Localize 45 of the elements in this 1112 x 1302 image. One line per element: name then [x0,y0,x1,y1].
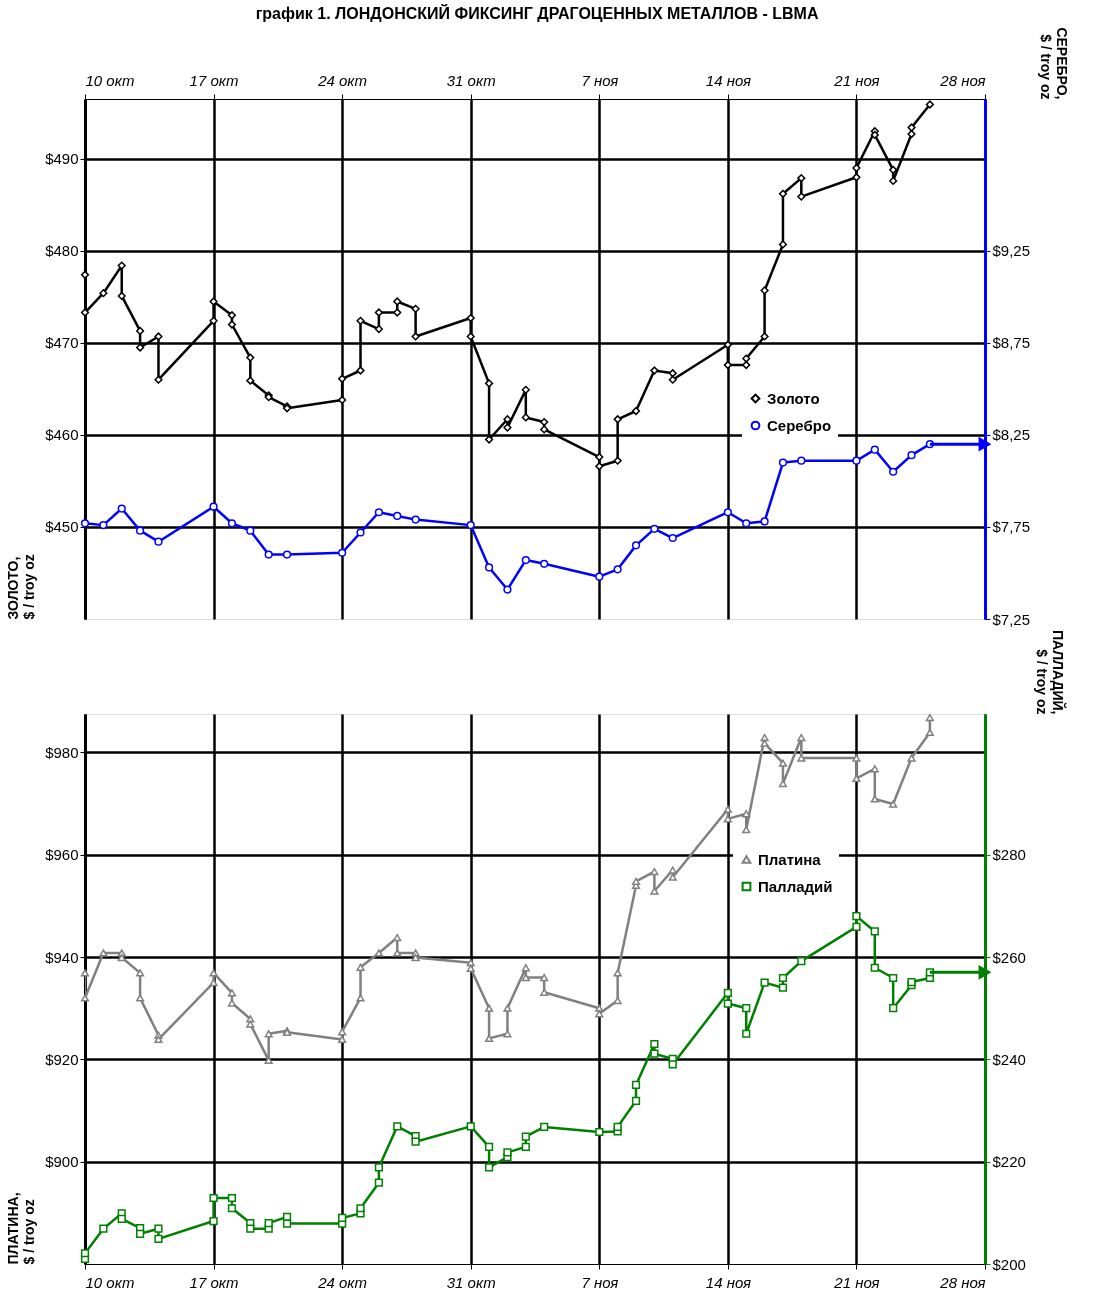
y-tick-label: $470 [45,334,79,352]
y2-axis-title: СЕРЕБРО, $ / troy oz [1038,27,1071,100]
x-tick-label: 7 ноя [581,71,619,89]
y2-tick-label: $280 [992,846,1026,864]
legend-label: Платина [758,850,822,868]
y2-axis-title: ПАЛЛАДИЙ, $ / troy oz [1033,629,1067,715]
y2-tick-label: $7,75 [992,518,1031,536]
y-tick-label: $980 [45,743,79,761]
x-tick-label: 17 окт [189,71,239,89]
y2-tick-label: $200 [992,1255,1026,1273]
x-tick-label: 21 ноя [833,1273,880,1291]
y2-tick-label: $260 [992,948,1026,966]
y-tick-label: $460 [45,426,79,444]
y-tick-label: $900 [45,1153,79,1171]
x-tick-label: 14 ноя [705,71,751,89]
legend-label: Палладий [758,877,833,895]
y2-tick-label: $8,25 [992,426,1031,444]
x-tick-label: 24 окт [317,71,368,89]
x-tick-label: 10 окт [85,1273,135,1291]
y-tick-label: $940 [45,948,79,966]
y-tick-label: $480 [45,242,79,260]
y2-tick-label: $9,25 [992,242,1031,260]
y2-tick-label: $8,75 [992,334,1031,352]
y-tick-label: $920 [45,1050,79,1068]
x-tick-label: 17 окт [189,1273,239,1291]
x-tick-label: 21 ноя [833,71,880,89]
x-tick-label: 24 окт [317,1273,368,1291]
y-axis-title: ПЛАТИНА, $ / troy oz [5,1192,38,1265]
y-tick-label: $490 [45,150,79,168]
x-tick-label: 28 ноя [939,1273,986,1291]
y-tick-label: $450 [45,518,79,536]
y2-tick-label: $240 [992,1050,1026,1068]
x-tick-label: 28 ноя [939,71,986,89]
legend-label: Серебро [767,416,832,434]
y-axis-title: ЗОЛОТО, $ / troy oz [5,554,38,620]
x-tick-label: 31 окт [446,1273,496,1291]
x-tick-label: 10 окт [85,71,135,89]
y-tick-label: $960 [45,846,79,864]
legend-label: Золото [767,389,820,407]
chart-title: график 1. ЛОНДОНСКИЙ ФИКСИНГ ДРАГОЦЕННЫХ МЕТАЛЛОВ - LBMA [255,4,819,23]
y2-tick-label: $7,25 [992,610,1031,628]
x-tick-label: 7 ноя [581,1273,619,1291]
x-tick-label: 31 окт [446,71,496,89]
y2-tick-label: $220 [992,1153,1026,1171]
x-tick-label: 14 ноя [705,1273,751,1291]
